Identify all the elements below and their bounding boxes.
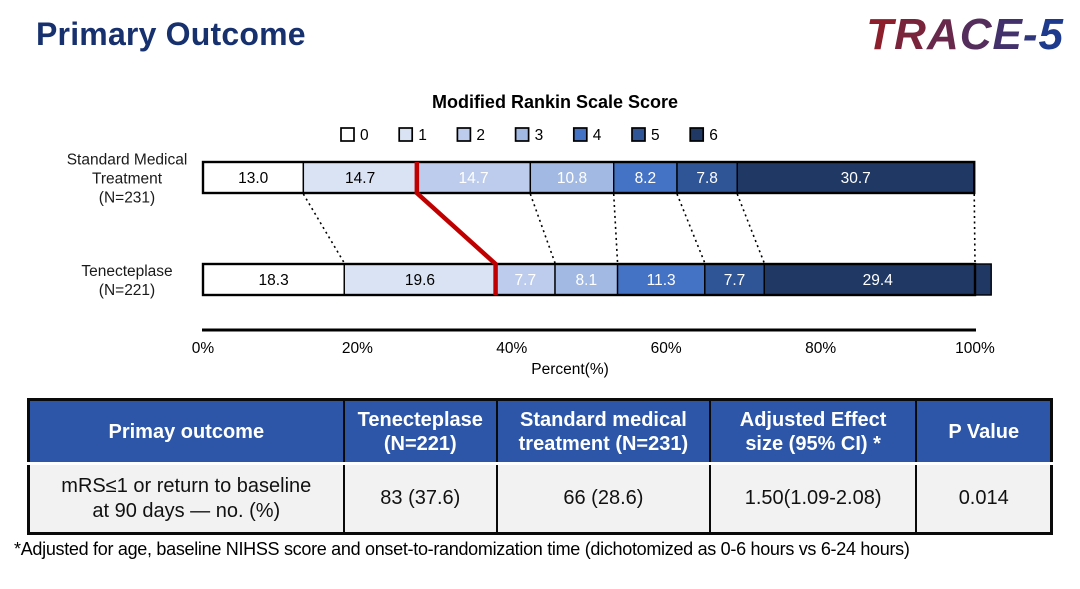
mrs-chart: Modified Rankin Scale Score 0 1 2 3 4 5 6 13.0 14… — [67, 92, 995, 378]
svg-text:11.3: 11.3 — [647, 272, 676, 289]
page-title: Primary Outcome — [36, 16, 306, 52]
cell-effect-size-value: 1.50(1.09-2.08) — [708, 462, 918, 535]
svg-text:7.8: 7.8 — [696, 170, 718, 187]
footnote: *Adjusted for age, baseline NIHSS score … — [14, 539, 910, 559]
svg-text:20%: 20% — [342, 340, 373, 357]
table-header-row: Primay outcome Tenecteplase (N=221) Stan… — [27, 398, 1053, 465]
svg-text:0: 0 — [360, 127, 369, 144]
svg-text:(N=221): (N=221) — [99, 282, 155, 299]
svg-text:(N=231): (N=231) — [99, 190, 155, 207]
cell-standard-value: 66 (28.6) — [496, 462, 711, 535]
svg-text:7.7: 7.7 — [724, 272, 746, 289]
svg-text:1: 1 — [418, 127, 427, 144]
svg-text:0%: 0% — [192, 340, 215, 357]
svg-text:Standard Medical: Standard Medical — [67, 152, 188, 169]
header-primary-outcome: Primay outcome — [27, 398, 345, 465]
table-row: mRS≤1 or return to baseline at 90 days —… — [27, 462, 1053, 535]
cell-tenecteplase-value: 83 (37.6) — [342, 462, 499, 535]
svg-text:18.3: 18.3 — [259, 272, 289, 289]
svg-text:Percent(%): Percent(%) — [531, 361, 609, 378]
svg-text:5: 5 — [651, 127, 660, 144]
svg-text:4: 4 — [593, 127, 602, 144]
svg-text:14.7: 14.7 — [345, 170, 375, 187]
svg-text:29.4: 29.4 — [863, 272, 894, 289]
svg-text:100%: 100% — [955, 340, 995, 357]
svg-text:19.6: 19.6 — [405, 272, 435, 289]
svg-text:60%: 60% — [651, 340, 682, 357]
header-p-value: P Value — [915, 398, 1053, 465]
svg-text:13.0: 13.0 — [238, 170, 269, 187]
svg-text:7.7: 7.7 — [515, 272, 537, 289]
header-standard-treatment: Standard medical treatment (N=231) — [496, 398, 711, 465]
svg-text:Modified Rankin Scale Score: Modified Rankin Scale Score — [432, 92, 678, 112]
trace5-logo: TRACE-5 — [866, 10, 1064, 59]
header-tenecteplase: Tenecteplase (N=221) — [342, 398, 499, 465]
svg-text:6: 6 — [709, 127, 718, 144]
svg-text:14.7: 14.7 — [459, 170, 489, 187]
svg-text:30.7: 30.7 — [841, 170, 871, 187]
svg-text:Treatment: Treatment — [92, 171, 163, 188]
cell-p-value: 0.014 — [915, 462, 1053, 535]
svg-text:8.2: 8.2 — [635, 170, 657, 187]
outcome-table: Primay outcome Tenecteplase (N=221) Stan… — [27, 398, 1053, 535]
svg-text:40%: 40% — [496, 340, 527, 357]
svg-text:Tenecteplase: Tenecteplase — [81, 263, 172, 280]
cell-outcome-label: mRS≤1 or return to baseline at 90 days —… — [27, 462, 345, 535]
svg-text:80%: 80% — [805, 340, 836, 357]
svg-text:3: 3 — [535, 127, 544, 144]
svg-text:2: 2 — [476, 127, 485, 144]
svg-text:8.1: 8.1 — [576, 272, 598, 289]
header-effect-size: Adjusted Effect size (95% CI) * — [708, 398, 918, 465]
svg-text:10.8: 10.8 — [557, 170, 587, 187]
